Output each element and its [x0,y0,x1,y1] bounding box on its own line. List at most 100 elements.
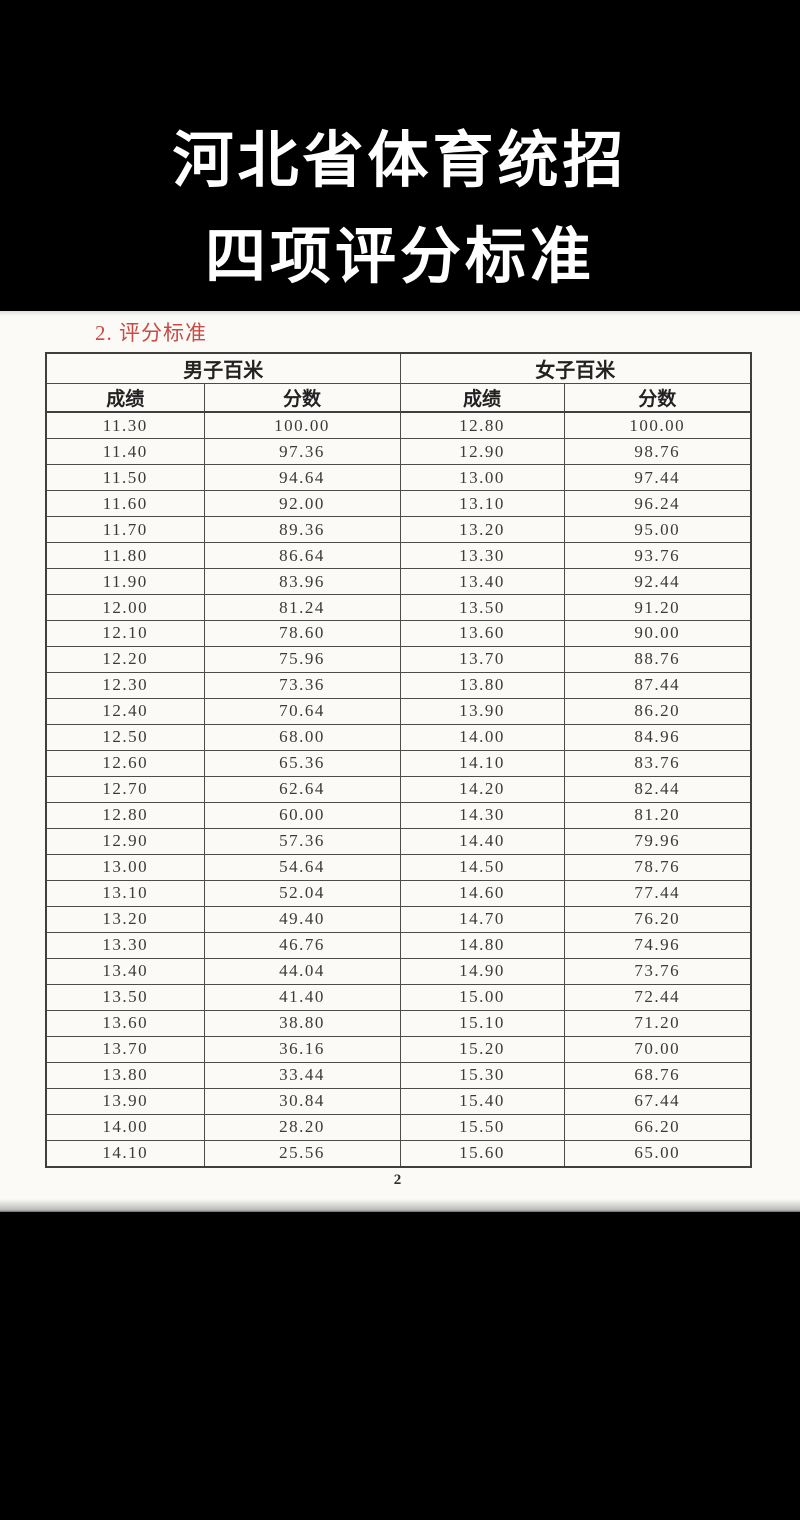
table-cell: 91.20 [563,594,752,621]
table-cell: 97.36 [203,438,401,466]
table-row: 12.80 60.00 14.30 81.20 [45,801,752,829]
table-cell: 12.20 [45,645,205,673]
table-row: 11.70 89.36 13.20 95.00 [45,516,752,544]
table-cell: 95.00 [563,516,752,544]
table-cell: 13.40 [45,957,205,985]
table-cell: 11.90 [45,568,205,596]
table-cell: 13.60 [45,1009,205,1037]
table-row: 12.50 68.00 14.00 84.96 [45,723,752,751]
table-row: 13.40 44.04 14.90 73.76 [45,957,752,985]
table-cell: 14.70 [399,905,565,933]
table-cell: 13.20 [399,516,565,544]
table-row: 13.30 46.76 14.80 74.96 [45,931,752,959]
table-cell: 12.80 [399,411,565,440]
table-cell: 14.10 [45,1139,205,1168]
table-cell: 14.60 [399,879,565,907]
table-row: 12.70 62.64 14.20 82.44 [45,775,752,803]
table-cell: 13.80 [45,1061,205,1089]
table-cell: 13.10 [45,879,205,907]
table-cell: 97.44 [563,464,752,492]
table-row: 11.60 92.00 13.10 96.24 [45,490,752,518]
table-cell: 89.36 [203,516,401,544]
table-cell: 30.84 [203,1087,401,1115]
table-cell: 93.76 [563,542,752,570]
title-line-2: 四项评分标准 [204,222,595,290]
table-row: 11.80 86.64 13.30 93.76 [45,542,752,570]
table-group-header-row: 男子百米 女子百米 [45,352,752,384]
table-cell: 12.00 [45,594,205,621]
table-row: 13.50 41.40 15.00 72.44 [45,983,752,1011]
table-cell: 12.80 [45,801,205,829]
table-row: 14.00 28.20 15.50 66.20 [45,1113,752,1141]
table-cell: 33.44 [203,1061,401,1089]
table-cell: 14.50 [399,853,565,881]
table-cell: 13.90 [399,697,565,725]
table-row: 11.30 100.00 12.80 100.00 [45,411,752,440]
table-cell: 15.10 [399,1009,565,1037]
table-row: 13.60 38.80 15.10 71.20 [45,1009,752,1037]
table-cell: 14.00 [45,1113,205,1141]
table-cell: 13.30 [45,931,205,959]
table-cell: 28.20 [203,1113,401,1141]
table-cell: 67.44 [563,1087,752,1115]
table-cell: 13.40 [399,568,565,596]
table-cell: 52.04 [203,879,401,907]
table-cell: 76.20 [563,905,752,933]
table-cell: 90.00 [563,620,752,647]
table-cell: 86.64 [203,542,401,570]
table-cell: 12.90 [399,438,565,466]
table-cell: 12.90 [45,827,205,855]
table-cell: 14.20 [399,775,565,803]
table-cell: 62.64 [203,775,401,803]
table-cell: 46.76 [203,931,401,959]
table-cell: 83.76 [563,749,752,777]
table-cell: 81.24 [203,594,401,621]
table-cell: 73.36 [203,671,401,699]
table-cell: 15.20 [399,1035,565,1063]
table-row: 12.60 65.36 14.10 83.76 [45,749,752,777]
table-row: 12.30 73.36 13.80 87.44 [45,671,752,699]
title-line-1: 河北省体育统招 [172,126,628,194]
table-cell: 13.80 [399,671,565,699]
table-cell: 13.10 [399,490,565,518]
table-cell: 84.96 [563,723,752,751]
table-cell: 49.40 [203,905,401,933]
table-cell: 96.24 [563,490,752,518]
table-cell: 66.20 [563,1113,752,1141]
cover-title: 河北省体育统招 四项评分标准 [0,112,800,304]
table-cell: 73.76 [563,957,752,985]
table-row: 13.00 54.64 14.50 78.76 [45,853,752,881]
table-cell: 11.70 [45,516,205,544]
table-cell: 13.00 [399,464,565,492]
table-cell: 98.76 [563,438,752,466]
table-cell: 25.56 [203,1139,401,1168]
table-cell: 15.00 [399,983,565,1011]
table-cell: 12.50 [45,723,205,751]
scoring-table: 男子百米 女子百米 成绩 分数 成绩 分数 11.30 100.00 12.80 10… [45,352,752,1168]
table-cell: 14.40 [399,827,565,855]
table-cell: 54.64 [203,853,401,881]
table-cell: 100.00 [563,411,752,440]
subheader-womens-result: 成绩 [399,383,565,413]
table-cell: 65.00 [563,1139,752,1168]
table-cell: 92.44 [563,568,752,596]
table-cell: 12.10 [45,620,205,647]
table-cell: 77.44 [563,879,752,907]
table-cell: 70.64 [203,697,401,725]
table-row: 13.70 36.16 15.20 70.00 [45,1035,752,1063]
table-row: 11.90 83.96 13.40 92.44 [45,568,752,596]
table-cell: 15.50 [399,1113,565,1141]
table-cell: 11.30 [45,411,205,440]
table-cell: 12.30 [45,671,205,699]
page-number: 2 [393,1172,402,1188]
table-cell: 11.50 [45,464,205,492]
table-cell: 11.60 [45,490,205,518]
table-cell: 11.40 [45,438,205,466]
table-cell: 14.10 [399,749,565,777]
table-cell: 86.20 [563,697,752,725]
table-row: 12.00 81.24 13.50 91.20 [45,594,752,621]
table-cell: 12.70 [45,775,205,803]
table-cell: 13.00 [45,853,205,881]
table-row: 13.10 52.04 14.60 77.44 [45,879,752,907]
